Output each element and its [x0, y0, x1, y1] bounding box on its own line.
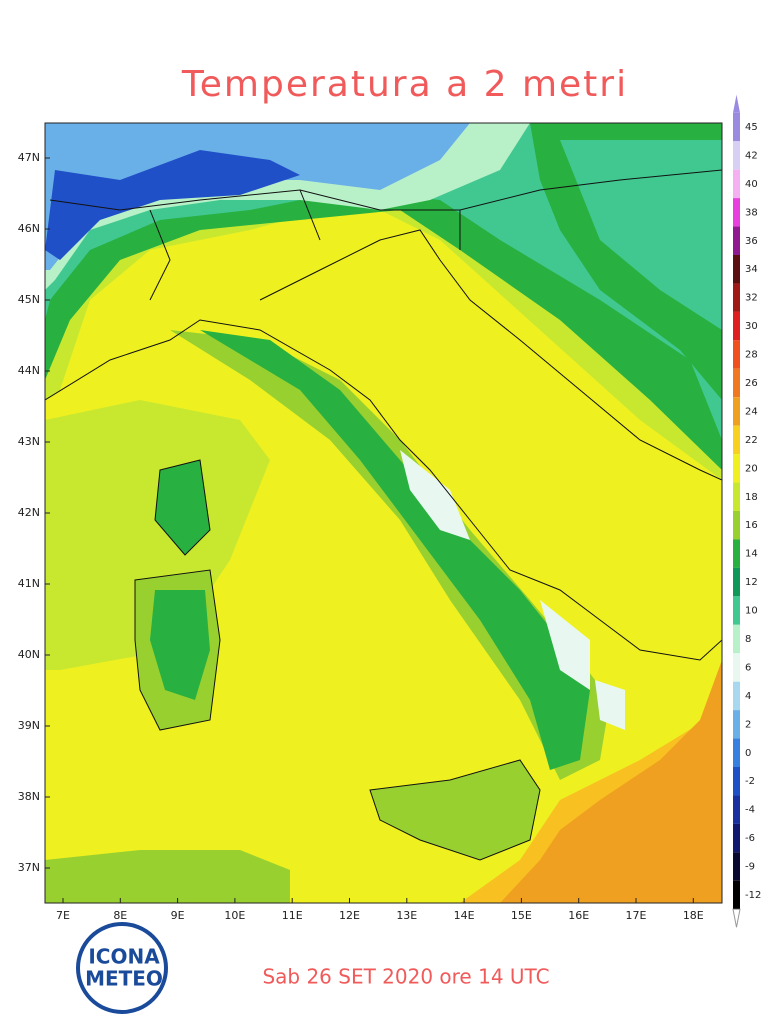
lat-label: 38N — [18, 790, 40, 803]
lat-label: 40N — [18, 648, 40, 661]
legend-swatch — [733, 738, 740, 767]
legend-label: 24 — [745, 406, 758, 417]
lon-label: 9E — [171, 909, 185, 922]
lon-label: 15E — [511, 909, 532, 922]
legend-swatch — [733, 283, 740, 312]
caption: Sab 26 SET 2020 ore 14 UTC — [262, 965, 549, 989]
legend-label: 42 — [745, 150, 758, 161]
legend-label: -2 — [745, 776, 755, 787]
legend-swatch — [733, 226, 740, 255]
legend-swatch — [733, 624, 740, 654]
legend-arrow — [733, 94, 740, 113]
legend-arrow — [732, 908, 741, 928]
lon-label: 8E — [113, 909, 127, 922]
legend-swatch — [733, 710, 740, 739]
legend-swatch — [733, 539, 740, 568]
legend-swatch — [733, 340, 740, 369]
legend-label: -6 — [745, 833, 755, 844]
legend-swatch — [733, 596, 740, 625]
legend-label: 8 — [745, 634, 751, 645]
legend-swatch — [733, 141, 740, 170]
lat-label: 42N — [18, 506, 40, 519]
legend-label: 4 — [745, 691, 751, 702]
legend-swatch — [733, 198, 740, 227]
legend-swatch — [733, 653, 740, 682]
legend-label: 6 — [745, 662, 751, 673]
legend-swatch — [733, 482, 740, 511]
legend-label: 16 — [745, 520, 758, 531]
lat-label: 37N — [18, 861, 40, 874]
legend-swatch — [733, 169, 740, 199]
lat-label: 43N — [18, 435, 40, 448]
legend-label: 10 — [745, 606, 758, 617]
legend-swatch — [733, 880, 740, 910]
legend-label: 20 — [745, 463, 758, 474]
legend-swatch — [733, 425, 740, 455]
legend-label: 34 — [745, 264, 758, 275]
legend-label: 26 — [745, 378, 758, 389]
legend-label: 2 — [745, 719, 751, 730]
legend-swatch — [733, 368, 740, 398]
legend-label: 14 — [745, 549, 758, 560]
legend-swatch — [733, 767, 740, 796]
lon-label: 7E — [56, 909, 70, 922]
legend-label: 38 — [745, 207, 758, 218]
legend-label: 12 — [745, 577, 758, 588]
legend-label: -9 — [745, 862, 755, 873]
lon-label: 13E — [396, 909, 417, 922]
legend-label: -4 — [745, 805, 755, 816]
legend-swatch — [733, 454, 740, 483]
lon-label: 12E — [339, 909, 360, 922]
logo-text: ICONA — [88, 945, 160, 969]
logo-text: METEO — [85, 967, 163, 991]
legend-label: 22 — [745, 435, 758, 446]
legend-label: 40 — [745, 179, 758, 190]
legend-swatch — [733, 112, 740, 142]
lat-label: 39N — [18, 719, 40, 732]
title: Temperatura a 2 metri — [181, 64, 628, 105]
legend-swatch — [733, 511, 740, 540]
logo: ICONA METEO — [76, 922, 168, 1014]
legend-swatch — [733, 852, 740, 881]
lat-label: 41N — [18, 577, 40, 590]
legend-swatch — [733, 823, 740, 853]
legend-label: 0 — [745, 748, 751, 759]
legend-swatch — [733, 397, 740, 426]
lat-label: 45N — [18, 293, 40, 306]
lon-label: 16E — [568, 909, 589, 922]
legend-swatch — [733, 311, 740, 341]
lat-label: 47N — [18, 151, 40, 164]
legend-label: 18 — [745, 492, 758, 503]
legend-swatch — [733, 567, 740, 597]
lon-label: 17E — [626, 909, 647, 922]
legend-swatch — [733, 681, 740, 711]
lat-label: 44N — [18, 364, 40, 377]
legend-label: -12 — [745, 890, 761, 901]
legend-swatch — [733, 795, 740, 824]
lon-label: 18E — [683, 909, 704, 922]
lat-label: 46N — [18, 222, 40, 235]
legend-label: 32 — [745, 293, 758, 304]
lon-label: 11E — [282, 909, 303, 922]
legend-label: 28 — [745, 350, 758, 361]
lon-label: 10E — [224, 909, 245, 922]
lon-label: 14E — [454, 909, 475, 922]
legend-label: 30 — [745, 321, 758, 332]
legend-label: 45 — [745, 122, 758, 133]
temperature-map — [45, 123, 722, 903]
legend-label: 36 — [745, 236, 758, 247]
legend-swatch — [733, 255, 740, 284]
